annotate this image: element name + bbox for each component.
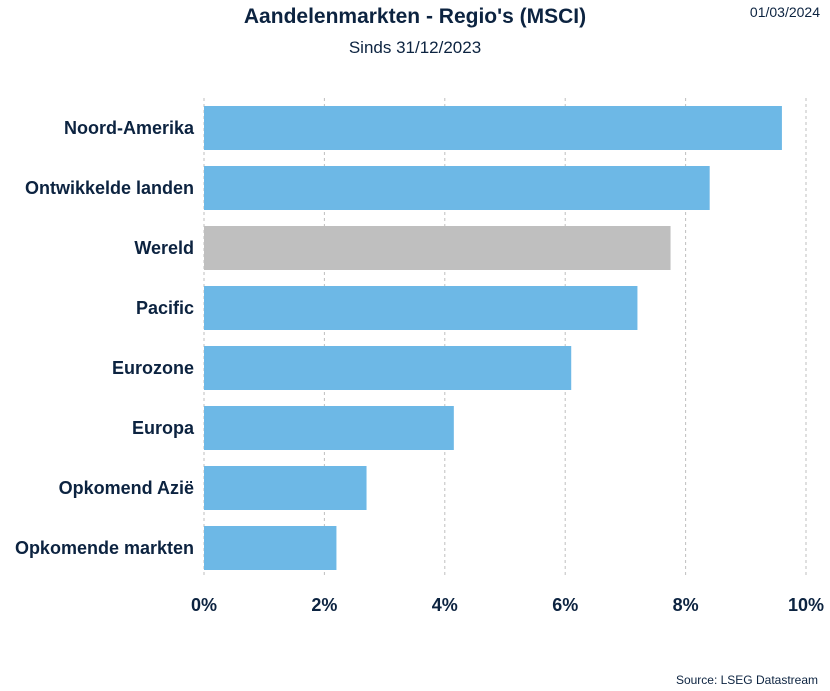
category-label: Ontwikkelde landen: [25, 178, 194, 198]
x-tick-label: 6%: [552, 595, 578, 615]
category-label: Wereld: [134, 238, 194, 258]
date-label: 01/03/2024: [749, 4, 820, 20]
chart-subtitle: Sinds 31/12/2023: [348, 38, 482, 57]
category-label: Opkomende markten: [15, 538, 194, 558]
category-label: Pacific: [136, 298, 194, 318]
bar: [204, 166, 710, 210]
bar: [204, 526, 337, 570]
bar: [204, 106, 782, 150]
x-tick-label: 8%: [673, 595, 699, 615]
x-tick-label: 2%: [311, 595, 337, 615]
bar: [204, 226, 671, 270]
category-label: Europa: [132, 418, 195, 438]
x-tick-label: 4%: [432, 595, 458, 615]
x-tick-label: 0%: [191, 595, 217, 615]
bar: [204, 466, 367, 510]
category-label: Noord-Amerika: [64, 118, 195, 138]
bar: [204, 346, 572, 390]
source-note: Source: LSEG Datastream: [675, 673, 818, 687]
bar: [204, 406, 454, 450]
category-label: Opkomend Azië: [59, 478, 194, 498]
bar: [204, 286, 638, 330]
category-label: Eurozone: [112, 358, 194, 378]
chart-title: Aandelenmarkten - Regio's (MSCI): [243, 5, 587, 28]
x-tick-label: 10%: [788, 595, 824, 615]
